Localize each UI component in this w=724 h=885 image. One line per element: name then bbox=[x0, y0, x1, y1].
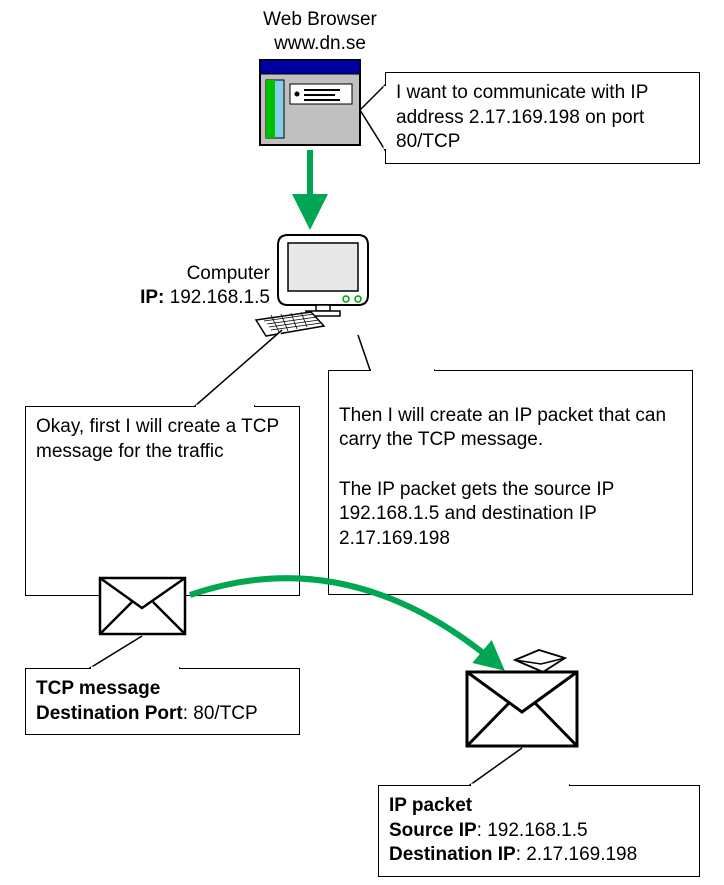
ip-box-leader bbox=[0, 0, 724, 885]
diagram-canvas: Web Browser www.dn.se I want to communic… bbox=[0, 0, 724, 885]
